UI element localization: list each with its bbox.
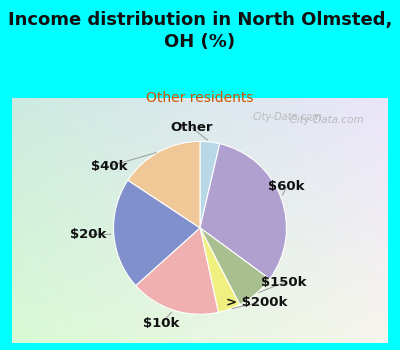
Text: $20k: $20k [70,228,107,241]
Wedge shape [200,144,286,279]
Wedge shape [200,141,220,228]
Text: City-Data.com: City-Data.com [252,112,322,122]
Text: Other: Other [171,121,213,134]
Text: Other residents: Other residents [146,91,254,105]
Wedge shape [114,180,200,286]
Wedge shape [200,228,270,304]
Text: $10k: $10k [143,317,180,330]
Text: > $200k: > $200k [226,296,288,309]
Text: $60k: $60k [268,180,305,194]
Text: City-Data.com: City-Data.com [283,115,363,125]
Text: Income distribution in North Olmsted,
OH (%): Income distribution in North Olmsted, OH… [8,10,392,51]
Wedge shape [136,228,218,314]
Wedge shape [128,141,200,228]
Wedge shape [200,228,240,312]
Text: $150k: $150k [262,276,307,289]
Text: $40k: $40k [91,160,127,173]
